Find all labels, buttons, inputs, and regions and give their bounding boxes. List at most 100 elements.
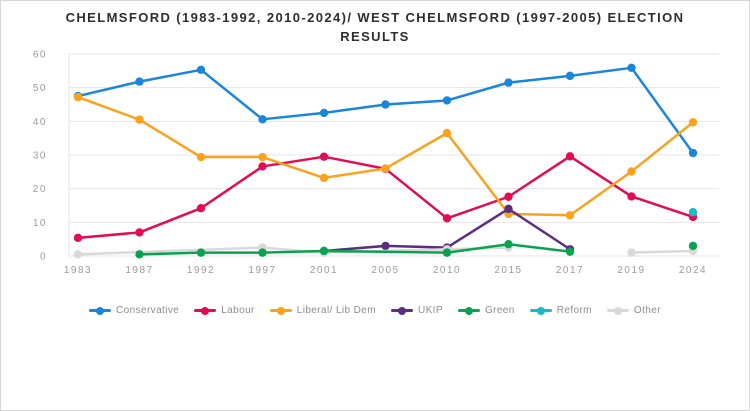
data-point-ukip-2005: [381, 241, 390, 251]
series-reform: [688, 208, 698, 217]
legend-dot-icon: [536, 306, 545, 315]
data-point-labour-1992: [196, 203, 206, 213]
legend-item-labour: Labour: [194, 305, 255, 316]
legend-item-conservative: Conservative: [89, 305, 179, 316]
legend-dot-icon: [613, 306, 622, 315]
data-point-labour-2017: [565, 152, 575, 161]
x-tick-label-1992: 1992: [187, 265, 215, 276]
legend-label: Conservative: [116, 305, 180, 316]
data-point-labour-1997: [258, 162, 267, 171]
legend-label: Labour: [221, 305, 255, 316]
data-point-liberal-lib-dem-1992: [196, 152, 206, 162]
data-point-green-2017: [565, 247, 575, 256]
x-tick-label-2019: 2019: [617, 265, 645, 276]
legend-marker-icon: [529, 306, 552, 315]
data-point-other-2019: [627, 248, 636, 257]
chart-title-line1: CHELMSFORD (1983-1992, 2010-2024)/ WEST …: [65, 10, 685, 25]
series-line-other: [630, 249, 695, 254]
data-point-labour-1987: [135, 228, 144, 237]
series-line-conservative: [76, 66, 695, 155]
legend-marker-icon: [269, 306, 292, 315]
data-point-ukip-2015: [504, 204, 513, 214]
legend-dot-icon: [276, 306, 285, 315]
x-tick-label-1997: 1997: [248, 265, 276, 276]
data-point-liberal-lib-dem-2005: [381, 164, 390, 173]
x-tick-label-1987: 1987: [125, 265, 153, 276]
data-point-liberal-lib-dem-1983: [73, 92, 83, 102]
data-point-conservative-2017: [565, 71, 575, 81]
legend-label: Reform: [556, 305, 592, 316]
legend-item-other: Other: [606, 305, 661, 316]
y-tick-label-40: 40: [33, 117, 47, 128]
y-tick-label-60: 60: [33, 50, 47, 61]
data-point-green-2015: [504, 240, 513, 249]
legend-label: Liberal/ Lib Dem: [296, 305, 376, 316]
data-point-liberal-lib-dem-1997: [258, 152, 267, 162]
x-tick-label-2017: 2017: [556, 265, 584, 276]
data-point-conservative-1992: [196, 65, 206, 75]
y-tick-label-10: 10: [33, 218, 47, 229]
legend-marker-icon: [606, 306, 629, 315]
legend-item-liberal-lib-dem: Liberal/ Lib Dem: [269, 305, 376, 316]
data-point-liberal-lib-dem-2024: [688, 118, 698, 127]
legend-label: Other: [633, 305, 661, 316]
data-point-conservative-2010: [442, 96, 452, 105]
legend-dot-icon: [201, 306, 210, 315]
data-point-green-1987: [135, 250, 144, 259]
x-tick-label-2010: 2010: [433, 265, 461, 276]
x-tick-label-2005: 2005: [371, 265, 399, 276]
x-tick-label-2024: 2024: [679, 265, 707, 276]
data-point-liberal-lib-dem-2001: [319, 173, 329, 183]
data-point-green-2010: [442, 248, 452, 257]
data-point-conservative-1997: [258, 115, 267, 124]
legend-item-reform: Reform: [529, 305, 592, 316]
series-conservative: [73, 63, 698, 158]
x-tick-label-2001: 2001: [310, 265, 338, 276]
data-point-liberal-lib-dem-2010: [442, 128, 452, 138]
y-gridlines: 0 10 20 30 40 50 60: [33, 50, 719, 263]
data-point-conservative-2005: [381, 100, 390, 109]
legend-marker-icon: [457, 306, 480, 315]
y-tick-label-20: 20: [33, 184, 47, 195]
legend-item-green: Green: [457, 305, 515, 316]
legend-label: Green: [484, 305, 515, 316]
series-line-liberal-lib-dem: [76, 95, 695, 217]
data-point-conservative-2024: [688, 148, 698, 158]
legend-dot-icon: [397, 306, 406, 315]
data-point-labour-1983: [73, 233, 83, 243]
data-point-reform-2024: [688, 208, 698, 217]
legend-marker-icon: [89, 306, 112, 315]
data-point-other-1983: [73, 250, 83, 259]
y-tick-label-0: 0: [40, 252, 47, 263]
data-point-liberal-lib-dem-2019: [627, 167, 636, 176]
data-point-labour-2001: [319, 152, 329, 161]
data-point-conservative-2019: [627, 63, 636, 73]
legend-marker-icon: [194, 306, 217, 315]
chart-title-line2: RESULTS: [340, 29, 410, 44]
data-point-labour-2015: [504, 192, 513, 201]
line-chart: 0 10 20 30 40 50 60 1983 1987 1992 1997 2001 2005 201…: [33, 50, 719, 276]
data-point-labour-2019: [627, 192, 636, 201]
series-liberal-lib-dem: [73, 92, 698, 220]
data-point-green-2001: [319, 246, 329, 256]
data-point-labour-2010: [442, 214, 452, 223]
data-point-conservative-2015: [504, 78, 513, 87]
data-point-green-1992: [196, 248, 206, 257]
data-point-conservative-1987: [135, 77, 144, 86]
data-point-green-2024: [688, 241, 698, 251]
chart-title: CHELMSFORD (1983-1992, 2010-2024)/ WEST …: [1, 8, 749, 46]
y-tick-label-50: 50: [33, 83, 47, 94]
y-tick-label-30: 30: [33, 151, 47, 162]
data-point-liberal-lib-dem-1987: [135, 115, 144, 124]
series-green: [135, 240, 698, 259]
x-tick-label-2015: 2015: [494, 265, 522, 276]
legend-dot-icon: [96, 306, 105, 315]
legend-item-ukip: UKIP: [390, 305, 443, 316]
chart-legend: Conservative Labour Liberal/ Lib Dem UKIP Gr…: [1, 305, 749, 316]
x-axis-labels: 1983 1987 1992 1997 2001 2005 2010 2015 2017 2019…: [64, 265, 707, 276]
legend-label: UKIP: [417, 305, 443, 316]
data-point-liberal-lib-dem-2017: [565, 211, 575, 220]
x-tick-label-1983: 1983: [64, 265, 92, 276]
data-point-conservative-2001: [319, 108, 329, 118]
